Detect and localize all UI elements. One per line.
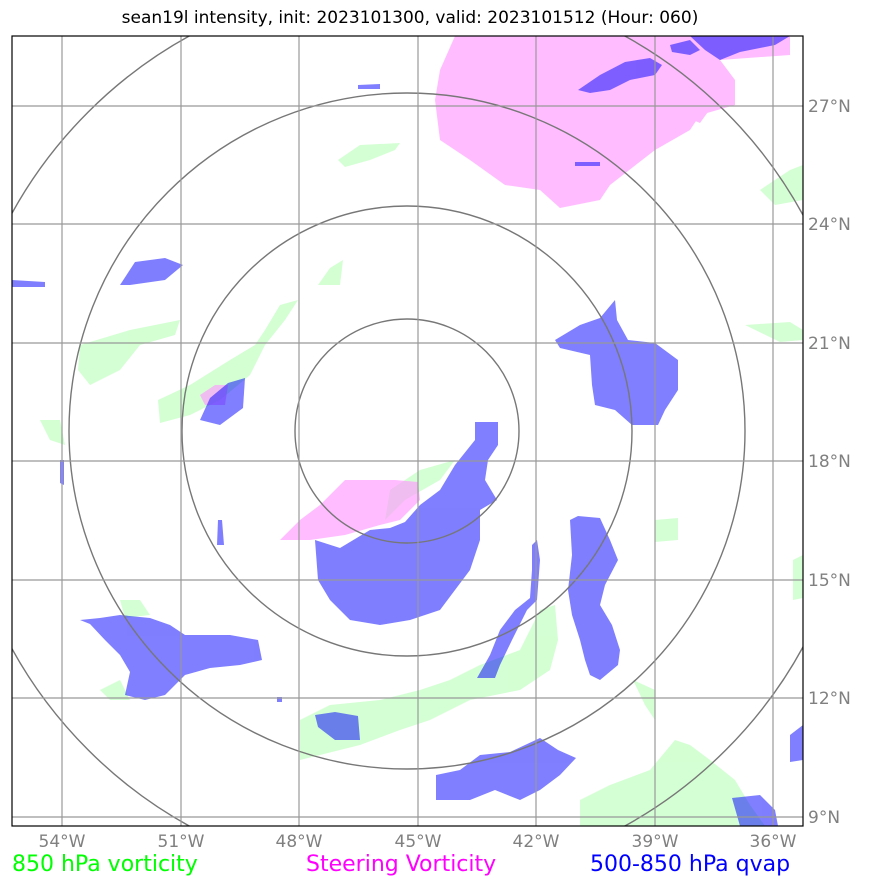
range-rings xyxy=(12,36,803,826)
qvap-area xyxy=(217,520,224,545)
vort850-area xyxy=(385,460,455,520)
lat-label: 18°N xyxy=(808,452,851,472)
vort850-area xyxy=(580,740,765,826)
qvap-area xyxy=(790,725,803,762)
lon-label: 48°W xyxy=(276,832,323,852)
map-title: sean19l intensity, init: 2023101300, val… xyxy=(121,8,699,28)
lon-label: 51°W xyxy=(158,832,205,852)
qvap-area xyxy=(477,540,540,678)
vort850-area xyxy=(318,260,343,285)
lat-label: 15°N xyxy=(808,571,851,591)
vort850-area xyxy=(158,300,298,423)
vort850-area xyxy=(745,322,803,342)
qvap-area xyxy=(568,516,620,680)
vort850-area xyxy=(78,320,180,385)
gridlines xyxy=(12,36,803,826)
lat-label: 24°N xyxy=(808,215,851,235)
lon-label: 39°W xyxy=(632,832,679,852)
range-ring-3 xyxy=(68,92,746,770)
qvap-fields xyxy=(12,36,803,826)
range-ring-2 xyxy=(181,205,633,657)
lat-label: 27°N xyxy=(808,97,851,117)
vort850-area xyxy=(760,165,803,205)
steering-area xyxy=(435,36,790,208)
vort850-area xyxy=(633,680,655,720)
range-ring-4 xyxy=(12,36,803,826)
qvap-area xyxy=(436,738,576,800)
vort850-area xyxy=(655,518,678,542)
qvap-area xyxy=(315,712,360,740)
qvap-area xyxy=(120,258,183,285)
qvap-area xyxy=(690,36,790,60)
steering-vorticity-fields xyxy=(200,36,790,540)
qvap-area xyxy=(670,40,700,55)
vort850-area xyxy=(338,143,400,167)
vort850-area xyxy=(793,555,803,600)
lon-label: 54°W xyxy=(39,832,86,852)
vort850-area xyxy=(100,680,130,700)
longitude-labels: 54°W 51°W 48°W 45°W 42°W 39°W 36°W xyxy=(39,832,797,852)
legend-steering-vorticity: Steering Vorticity xyxy=(306,852,497,877)
qvap-area xyxy=(80,615,262,700)
lat-label: 12°N xyxy=(808,689,851,709)
vorticity-850-fields xyxy=(40,143,803,826)
lon-label: 42°W xyxy=(513,832,560,852)
qvap-area xyxy=(575,162,600,166)
qvap-area xyxy=(12,280,45,287)
lon-label: 36°W xyxy=(750,832,797,852)
legend-qvap: 500-850 hPa qvap xyxy=(590,852,791,877)
lon-label: 45°W xyxy=(395,832,442,852)
qvap-area xyxy=(578,58,662,93)
qvap-area xyxy=(200,378,245,425)
qvap-area xyxy=(732,795,778,826)
qvap-area xyxy=(315,422,498,625)
lat-label: 21°N xyxy=(808,334,851,354)
range-ring-1 xyxy=(294,318,520,544)
latitude-labels: 27°N 24°N 21°N 18°N 15°N 12°N 9°N xyxy=(808,97,851,828)
steering-area xyxy=(280,480,420,540)
vort850-area xyxy=(120,600,150,618)
lat-label: 9°N xyxy=(808,808,840,828)
vort850-area xyxy=(300,605,558,760)
steering-area xyxy=(680,85,715,123)
qvap-area xyxy=(555,300,678,425)
plot-frame xyxy=(11,35,804,827)
qvap-area xyxy=(358,84,380,89)
vort850-area xyxy=(40,420,65,445)
legend-850-vorticity: 850 hPa vorticity xyxy=(12,852,198,877)
